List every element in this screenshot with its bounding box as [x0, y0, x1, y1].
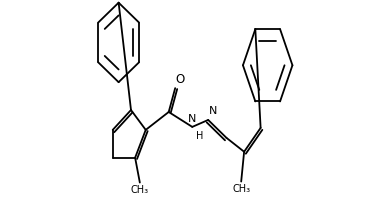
Text: N: N [209, 106, 217, 116]
Text: N: N [188, 114, 197, 124]
Text: CH₃: CH₃ [232, 183, 250, 194]
Text: H: H [196, 131, 203, 141]
Text: O: O [176, 73, 185, 86]
Text: CH₃: CH₃ [131, 185, 149, 194]
